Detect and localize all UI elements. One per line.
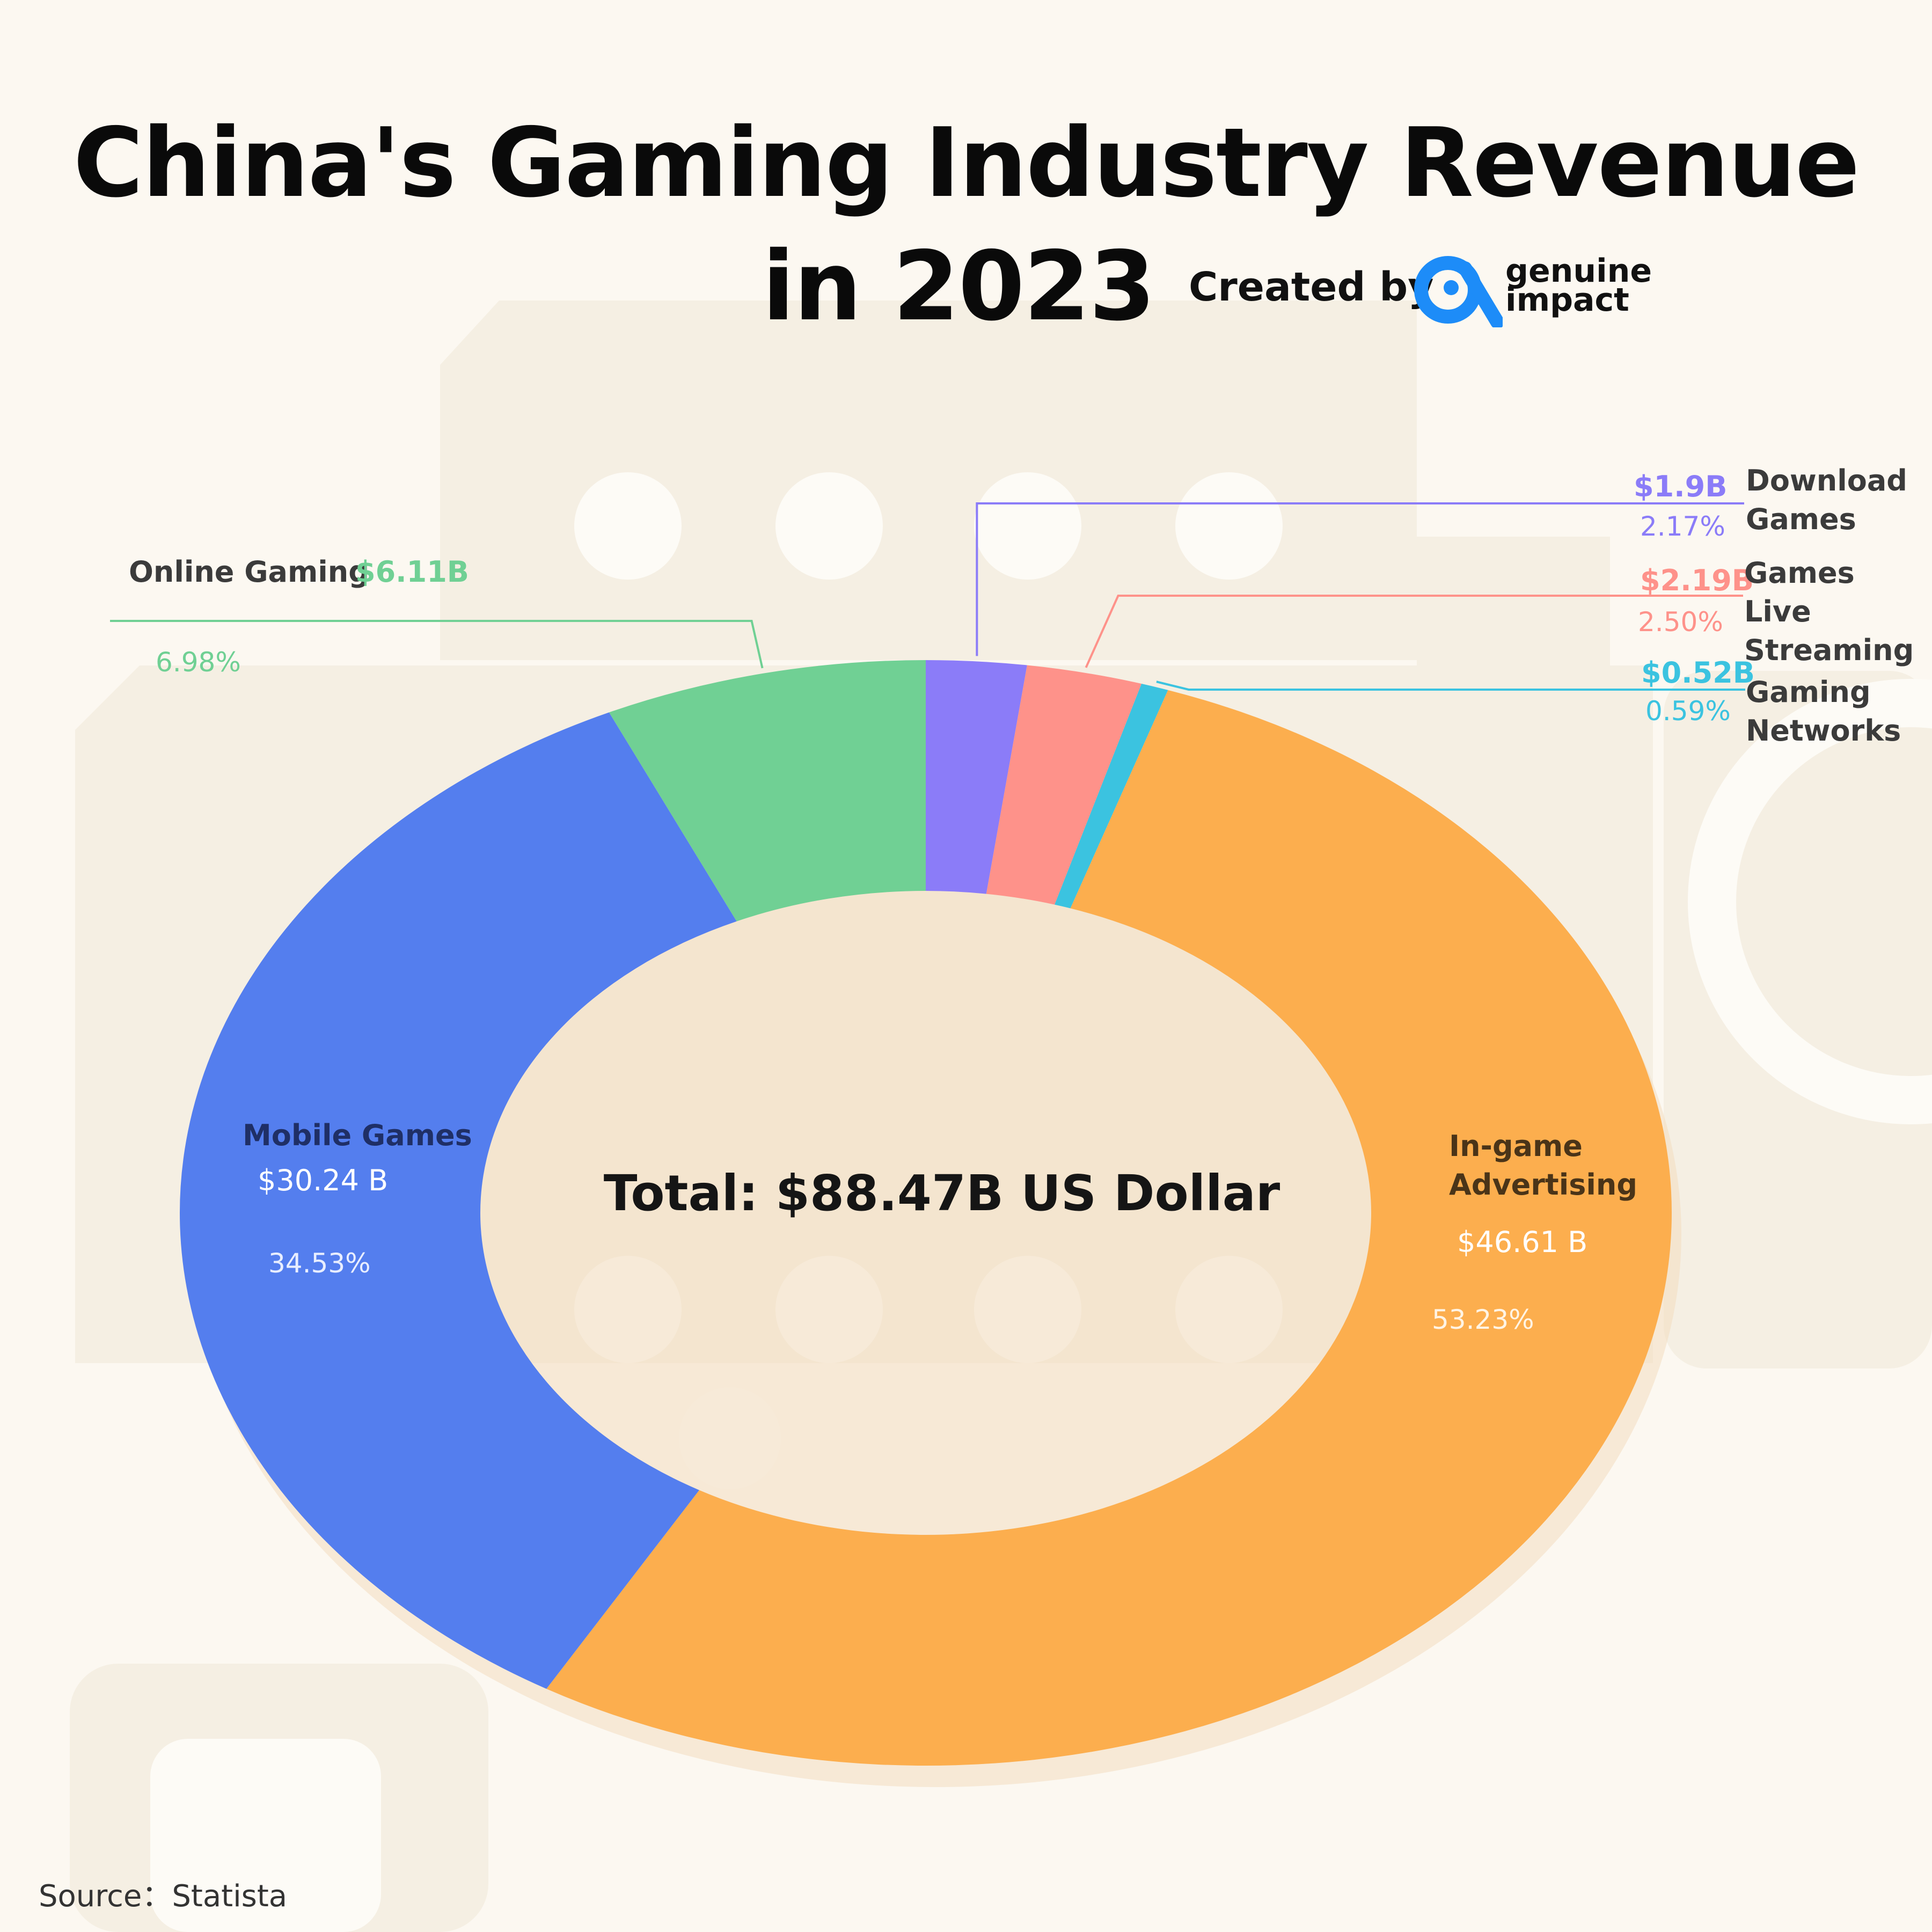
percent-download-games: 2.17% — [1640, 511, 1725, 542]
label-games-live-streaming-line1: Games — [1744, 556, 1855, 590]
slice-download-games — [926, 660, 1027, 894]
value-download-games: $1.9B — [1634, 470, 1728, 503]
bg-controller-upper — [440, 301, 1417, 660]
bg-controller-side — [1417, 537, 1610, 859]
label-games-live-streaming-line2: Live — [1744, 595, 1811, 628]
chart-title: China's Gaming Industry Revenue — [73, 107, 1860, 218]
label-download-games-line1: Download — [1746, 464, 1907, 497]
percent-games-live-streaming: 2.50% — [1638, 606, 1723, 638]
brand-name: genuine impact — [1505, 252, 1652, 319]
slice-gaming-networks — [1055, 684, 1168, 909]
slice-mobile-games — [179, 712, 737, 1689]
label-in-game-advertising-line2: Advertising — [1449, 1168, 1637, 1202]
source-note: Source：Statista — [39, 1879, 288, 1914]
label-in-game-advertising-line1: In-game — [1449, 1129, 1583, 1163]
percent-in-game-advertising: 53.23% — [1432, 1304, 1534, 1335]
credit-label: Created by — [1189, 264, 1434, 310]
label-mobile-games: Mobile Games — [243, 1118, 472, 1152]
percent-online-gaming: 6.98% — [156, 647, 241, 678]
label-games-live-streaming-line3: Streaming — [1744, 633, 1914, 667]
slice-in-game-advertising — [546, 690, 1672, 1766]
label-download-games-line2: Games — [1746, 502, 1856, 536]
leader-line-online-gaming — [110, 620, 764, 669]
brand-name-line2: impact — [1505, 281, 1629, 319]
label-online-gaming: Online Gaming — [129, 555, 369, 589]
slice-games-live-streaming — [986, 665, 1142, 905]
percent-gaming-networks: 0.59% — [1645, 696, 1731, 727]
total-label: Total: $88.47B US Dollar — [603, 1165, 1280, 1222]
brand-name-line1: genuine — [1505, 252, 1652, 290]
value-gaming-networks: $0.52B — [1641, 656, 1755, 690]
value-games-live-streaming: $2.19B — [1640, 564, 1754, 597]
percent-mobile-games: 34.53% — [268, 1248, 371, 1279]
value-online-gaming: $6.11B — [355, 555, 469, 589]
leader-line-download-games — [976, 502, 1744, 656]
label-gaming-networks-line2: Networks — [1746, 714, 1901, 748]
value-mobile-games: $30.24 B — [258, 1163, 389, 1197]
value-in-game-advertising: $46.61 B — [1457, 1225, 1588, 1259]
genuine-impact-logo-icon — [1414, 256, 1503, 327]
slice-online-gaming — [609, 660, 926, 921]
chart-title-year: in 2023 — [762, 231, 1155, 342]
label-gaming-networks-line1: Gaming — [1746, 675, 1871, 709]
leader-line-games-live-streaming — [1085, 595, 1743, 668]
leader-line-gaming-networks — [1156, 680, 1745, 691]
